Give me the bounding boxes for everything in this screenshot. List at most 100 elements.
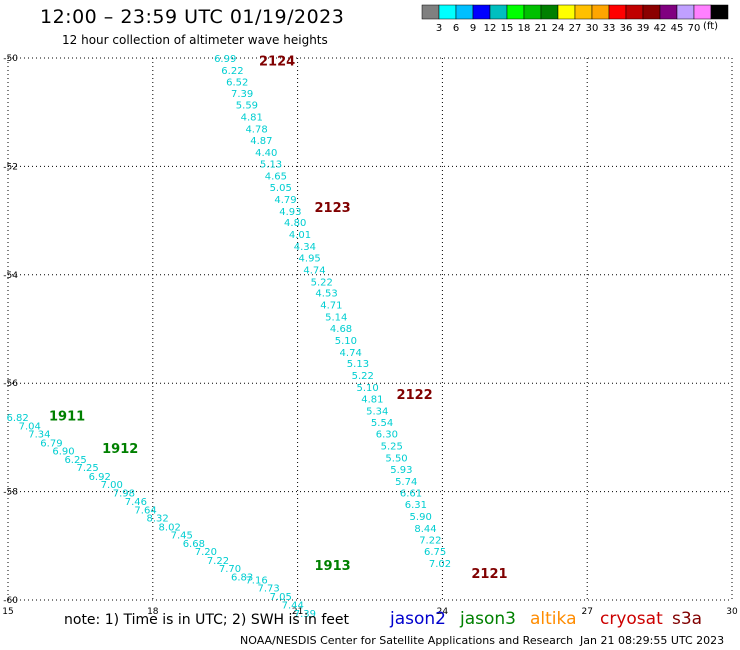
wave-height-point: 7.04 bbox=[19, 421, 41, 432]
y-tick-label: -60 bbox=[3, 596, 18, 606]
wave-height-point: 5.34 bbox=[366, 406, 388, 417]
wave-height-point: 6.79 bbox=[40, 438, 62, 449]
track-label: 1911 bbox=[49, 410, 85, 425]
wave-height-point: 7.46 bbox=[125, 497, 147, 508]
wave-height-point: 4.80 bbox=[284, 218, 306, 229]
colorbar-swatch bbox=[710, 4, 729, 20]
wave-height-point: 5.14 bbox=[325, 313, 347, 324]
page-subtitle: 12 hour collection of altimeter wave hei… bbox=[62, 33, 328, 47]
wave-height-point: 7.45 bbox=[171, 530, 193, 541]
x-tick-label: 24 bbox=[437, 607, 449, 617]
wave-height-point: 4.81 bbox=[361, 394, 383, 405]
track-label: 2122 bbox=[397, 388, 433, 403]
track-label: 2121 bbox=[471, 567, 507, 582]
wave-height-point: 5.54 bbox=[371, 418, 393, 429]
wave-height-point: 6.75 bbox=[424, 547, 446, 558]
wave-height-point: 7.16 bbox=[245, 575, 267, 586]
wave-height-point: 7.34 bbox=[28, 430, 50, 441]
wave-height-point: 5.90 bbox=[410, 512, 432, 523]
colorbar-swatch bbox=[421, 4, 440, 20]
colorbar-label: 30 bbox=[586, 23, 599, 34]
wave-height-point: 4.71 bbox=[320, 301, 342, 312]
wave-height-point: 4.87 bbox=[250, 136, 272, 147]
wave-height-point: 5.13 bbox=[260, 160, 282, 171]
wave-height-point: 7.05 bbox=[270, 592, 292, 603]
x-tick-label: 30 bbox=[726, 607, 738, 617]
colorbar-swatch bbox=[625, 4, 644, 20]
legend-jason2: jason2 bbox=[390, 609, 446, 629]
wave-height-point: 5.22 bbox=[311, 277, 333, 288]
wave-height-point: 5.50 bbox=[385, 453, 407, 464]
colorbar-swatch bbox=[455, 4, 474, 20]
colorbar-swatch bbox=[676, 4, 695, 20]
colorbar-label: 9 bbox=[470, 23, 476, 34]
wave-height-point: 6.61 bbox=[400, 489, 422, 500]
colorbar-swatch bbox=[523, 4, 542, 20]
wave-height-point: 4.53 bbox=[315, 289, 337, 300]
wave-height-point: 7.64 bbox=[134, 505, 156, 516]
colorbar-swatch bbox=[438, 4, 457, 20]
wave-height-point: 7.22 bbox=[419, 535, 441, 546]
wave-height-point: 6.25 bbox=[64, 455, 86, 466]
colorbar-swatch bbox=[574, 4, 593, 20]
wave-height-point: 6.99 bbox=[214, 54, 236, 65]
colorbar-label: 27 bbox=[569, 23, 582, 34]
colorbar-label: 15 bbox=[501, 23, 514, 34]
x-tick-label: 15 bbox=[2, 607, 13, 617]
wave-height-point: 5.74 bbox=[395, 477, 417, 488]
wave-height-point: 4.65 bbox=[265, 172, 287, 183]
wave-height-point: 6.90 bbox=[52, 446, 74, 457]
legend-jason3: jason3 bbox=[460, 609, 516, 629]
wave-height-point: 4.95 bbox=[299, 253, 321, 264]
y-tick-label: -56 bbox=[3, 379, 18, 389]
x-tick-label: 27 bbox=[581, 607, 592, 617]
colorbar-label: 24 bbox=[552, 23, 565, 34]
y-tick-label: -58 bbox=[3, 488, 18, 498]
colorbar-swatch bbox=[659, 4, 678, 20]
legend-cryosat: cryosat bbox=[600, 609, 663, 629]
wave-height-point: 6.22 bbox=[221, 66, 243, 77]
colorbar-swatch bbox=[489, 4, 508, 20]
wave-height-point: 5.05 bbox=[270, 183, 292, 194]
footer-timestamp: Jan 21 08:29:55 UTC 2023 bbox=[580, 634, 725, 647]
wave-height-point: 7.70 bbox=[219, 564, 241, 575]
wave-height-point: 6.92 bbox=[89, 472, 111, 483]
wave-height-point: 4.40 bbox=[255, 148, 277, 159]
wave-height-point: 4.74 bbox=[340, 348, 362, 359]
wave-height-point: 7.02 bbox=[429, 559, 451, 570]
wave-height-point: 5.22 bbox=[352, 371, 374, 382]
wave-height-point: 5.59 bbox=[236, 101, 258, 112]
y-tick-label: -50 bbox=[3, 54, 18, 64]
wave-height-point: 7.44 bbox=[282, 600, 304, 611]
y-tick-label: -52 bbox=[3, 162, 18, 172]
colorbar-swatch bbox=[642, 4, 661, 20]
colorbar-label: 3 bbox=[436, 23, 442, 34]
track-label: 1912 bbox=[102, 442, 138, 457]
colorbar-label: 39 bbox=[637, 23, 650, 34]
page-title: 12:00 – 23:59 UTC 01/19/2023 bbox=[40, 6, 345, 28]
wave-height-point: 8.32 bbox=[146, 514, 168, 525]
colorbar-label: 45 bbox=[671, 23, 684, 34]
wave-height-point: 5.10 bbox=[335, 336, 357, 347]
wave-height-point: 5.13 bbox=[347, 359, 369, 370]
colorbar-swatch bbox=[472, 4, 491, 20]
wave-height-point: 7.00 bbox=[101, 480, 123, 491]
wave-height-point: 7.22 bbox=[207, 556, 229, 567]
wave-height-point: 4.78 bbox=[245, 124, 267, 135]
colorbar-swatch bbox=[557, 4, 576, 20]
wave-height-point: 6.82 bbox=[7, 413, 29, 424]
track-label: 1913 bbox=[314, 559, 350, 574]
wave-height-point: 4.79 bbox=[274, 195, 296, 206]
colorbar-label: 42 bbox=[654, 23, 667, 34]
wave-height-point: 6.31 bbox=[405, 500, 427, 511]
colorbar-swatch bbox=[608, 4, 627, 20]
wave-height-point: 6.83 bbox=[231, 573, 253, 584]
wave-height-point: 6.68 bbox=[183, 539, 205, 550]
colorbar-label: 18 bbox=[518, 23, 531, 34]
wave-height-point: 4.81 bbox=[241, 113, 263, 124]
colorbar-swatch bbox=[540, 4, 559, 20]
wave-height-point: 5.10 bbox=[356, 383, 378, 394]
colorbar-swatch bbox=[506, 4, 525, 20]
x-tick-label: 21 bbox=[292, 607, 303, 617]
y-tick-label: -54 bbox=[3, 271, 18, 281]
